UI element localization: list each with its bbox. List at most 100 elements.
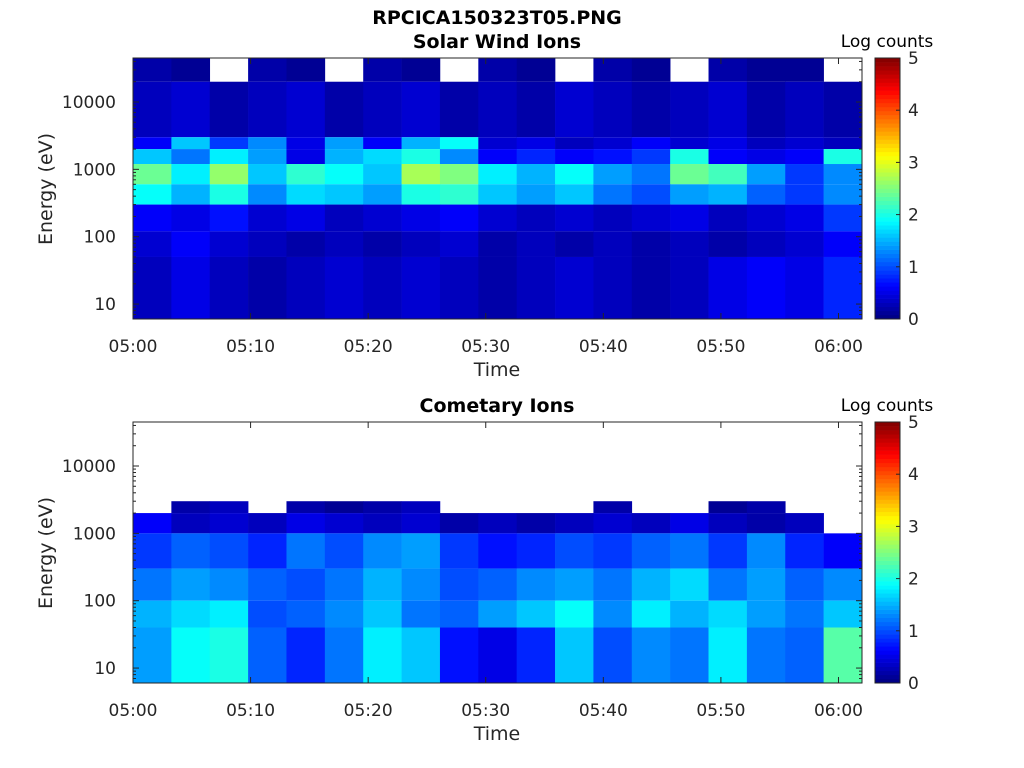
heatmap-cell (516, 164, 556, 185)
heatmap-cell (708, 600, 748, 628)
colorbar-segment (875, 430, 900, 435)
heatmap-cell (209, 627, 249, 683)
colorbar-segment (875, 601, 900, 606)
heatmap-cell (746, 137, 786, 150)
colorbar-segment (875, 466, 900, 472)
heatmap-cell (593, 231, 633, 257)
colorbar-segment (875, 503, 900, 508)
heatmap-cell (439, 137, 479, 150)
colorbar-segment (875, 314, 900, 320)
colorbar-segment (875, 568, 900, 574)
y-tick-label: 100 (84, 228, 116, 248)
heatmap-cell (478, 600, 517, 628)
x-tick-label: 05:00 (109, 337, 158, 357)
colorbar-frame (874, 57, 901, 320)
heatmap-cell (209, 501, 249, 514)
heatmap-cell (171, 568, 211, 601)
colorbar-segment (875, 241, 900, 246)
colorbar-segment (875, 225, 900, 230)
colorbar-segment (875, 634, 900, 639)
colorbar-segment (875, 278, 900, 283)
heatmap-cell (363, 149, 402, 165)
colorbar-segment (875, 245, 900, 250)
x-axis-label-solar-wind: Time (473, 359, 521, 381)
heatmap-cell (593, 137, 633, 150)
heatmap-cell (593, 204, 633, 232)
heatmap-cell (363, 627, 402, 683)
heatmap-cell (670, 81, 709, 138)
heatmap-cell (555, 137, 594, 150)
heatmap-cell (209, 137, 249, 150)
colorbar-segment (875, 621, 900, 627)
colorbar-segment (875, 515, 900, 521)
colorbar-segment (875, 511, 900, 517)
x-tick-label: 05:10 (226, 701, 275, 721)
heatmap-cell (516, 627, 556, 683)
heatmap-cell (209, 513, 249, 534)
heatmap-cell (209, 164, 249, 185)
colorbar-segment (875, 180, 900, 185)
heatmap-cell (439, 600, 479, 628)
heatmap-cell (248, 627, 287, 683)
colorbar-tick-label: 1 (908, 258, 919, 278)
colorbar-segment (875, 204, 900, 210)
colorbar-tick-label: 1 (908, 622, 919, 642)
colorbar-segment (875, 507, 900, 513)
colorbar-segment (875, 212, 900, 218)
heatmap-cell (401, 501, 441, 514)
heatmap-cell (209, 231, 249, 257)
y-tick-label: 10000 (62, 457, 116, 477)
heatmap-cell (286, 204, 326, 232)
heatmap-cell (324, 164, 364, 185)
heatmap-cell (823, 149, 863, 165)
heatmap-cell (746, 533, 786, 569)
colorbar-segment (875, 274, 900, 279)
heatmap-cell (209, 256, 249, 319)
heatmap-cell (248, 164, 287, 185)
heatmap-cell (324, 81, 364, 138)
heatmap-cell (670, 204, 709, 232)
heatmap-cell (478, 568, 517, 601)
figure-title: RPCICA150323T05.PNG (372, 7, 622, 29)
heatmap-cell (555, 568, 594, 601)
colorbar-tick-label: 4 (908, 101, 919, 121)
heatmap-cell (708, 204, 748, 232)
panel-title-cometary: Cometary Ions (420, 395, 575, 417)
heatmap-cell (401, 231, 441, 257)
heatmap-cell (401, 533, 441, 569)
colorbar-segment (875, 188, 900, 193)
colorbar-tick-label: 3 (908, 517, 919, 537)
heatmap-cell (478, 137, 517, 150)
heatmap-cells-cometary (133, 501, 863, 683)
colorbar-tick-label: 0 (908, 674, 919, 694)
x-tick-label: 05:50 (696, 701, 745, 721)
colorbar-segment (875, 217, 900, 222)
heatmap-cell (516, 81, 556, 138)
colorbar-segment (875, 544, 900, 549)
colorbar-segment (875, 82, 900, 87)
heatmap-cell (133, 256, 172, 319)
colorbar-segment (875, 94, 900, 100)
heatmap-cell (631, 81, 671, 138)
colorbar-segment (875, 593, 900, 598)
heatmap-cell (439, 184, 479, 205)
colorbar-segment (875, 98, 900, 104)
colorbar-segment (875, 265, 900, 271)
y-tick-label: 10 (94, 659, 116, 679)
panel-title-solar-wind: Solar Wind Ions (413, 31, 581, 53)
colorbar-segment (875, 540, 900, 545)
heatmap-cell (708, 533, 748, 569)
heatmap-cell (401, 568, 441, 601)
heatmap-cell (363, 568, 402, 601)
colorbar-tick-label: 0 (908, 310, 919, 330)
heatmap-cell (248, 184, 287, 205)
colorbar-segment (875, 294, 900, 299)
colorbar-segment (875, 548, 900, 553)
heatmap-cell (555, 231, 594, 257)
heatmap-cell (785, 533, 824, 569)
heatmap-cell (785, 256, 824, 319)
heatmap-cell (785, 513, 824, 534)
colorbar-segment (875, 172, 900, 177)
heatmap-cell (363, 501, 402, 514)
colorbar-segment (875, 609, 900, 614)
